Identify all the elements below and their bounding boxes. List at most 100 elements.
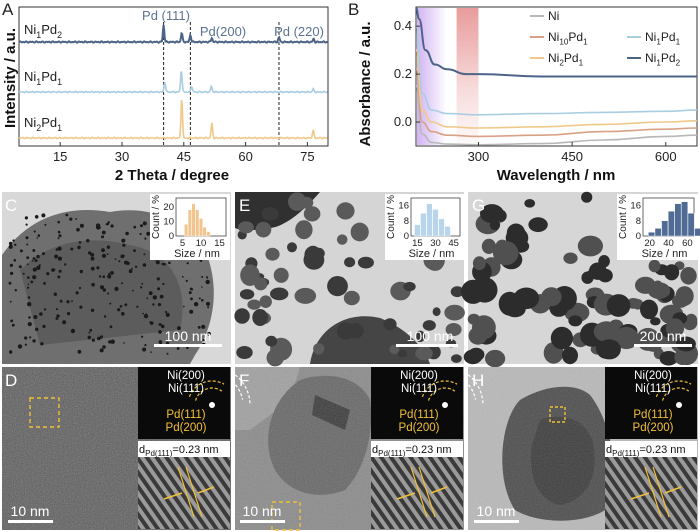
tem-dot — [163, 262, 166, 266]
tem-dot — [90, 266, 95, 271]
saed-inset-background — [371, 367, 463, 439]
uvvis-legend-label: Ni1​Pd2​ — [645, 51, 681, 68]
tem-particle — [259, 295, 272, 309]
tem-dot — [12, 239, 15, 242]
tem-dot — [101, 235, 104, 239]
tem-dot — [142, 263, 147, 267]
tem-particle — [563, 252, 578, 264]
tem-dot — [140, 286, 143, 289]
tem-dot — [165, 341, 170, 345]
xrd-plot-area: Ni1​Pd2​ Ni1​Pd1​ Ni2​Pd1​ Pd (111) Pd(200) P… — [18, 8, 328, 164]
tem-dot — [90, 308, 95, 312]
tem-dot — [133, 249, 136, 253]
xrd-plot-frame — [18, 6, 329, 147]
histogram-bar — [195, 209, 200, 237]
tem-particle — [485, 349, 506, 368]
tem-dot — [90, 252, 95, 257]
tem-dot — [79, 269, 84, 274]
tem-particle — [343, 290, 360, 306]
xrd-x-tick-label: 15 — [53, 149, 67, 164]
tem-dot — [99, 348, 104, 353]
tem-dot — [128, 269, 133, 274]
saed-label-ni111: Ni(111) — [168, 383, 204, 395]
tem-dot — [136, 305, 139, 308]
tem-dot — [17, 344, 23, 349]
uvvis-legend-label: Ni2​Pd1​ — [548, 51, 584, 68]
tem-particle — [252, 309, 268, 326]
tem-dot — [8, 281, 12, 285]
saed-ring — [662, 387, 690, 401]
tem-dot — [122, 254, 125, 257]
tem-dot — [9, 263, 13, 267]
uvvis-shaded-region-red — [456, 8, 479, 145]
tem-dot — [103, 315, 107, 318]
tem-dot — [98, 275, 102, 278]
tem-dot — [121, 312, 125, 316]
xrd-series-Ni1Pd2 — [18, 24, 328, 44]
tem-dot — [27, 296, 31, 299]
tem-particle — [472, 256, 486, 271]
scale-bar-e — [396, 344, 458, 347]
tem-dot — [60, 300, 63, 303]
tem-dot — [87, 335, 92, 340]
tem-dot — [53, 268, 56, 271]
histogram-y-tick-label: 16 — [398, 201, 409, 212]
tem-dot — [102, 345, 106, 349]
tem-dot — [57, 230, 61, 234]
histogram-y-tick-label: 16 — [630, 201, 641, 212]
tem-dot — [150, 351, 152, 353]
tem-particle — [680, 267, 697, 285]
tem-particle — [550, 326, 574, 350]
tem-dot — [75, 291, 79, 295]
tem-dot — [107, 275, 111, 279]
tem-dot — [91, 338, 95, 342]
histogram-y-label: Count / % — [386, 195, 397, 239]
tem-dot — [165, 312, 170, 317]
histogram-bar — [191, 203, 196, 237]
tem-dot — [110, 339, 115, 344]
saed-inset-background — [605, 367, 697, 439]
tem-particle — [445, 323, 462, 336]
scale-bar-label-h: 10 nm — [477, 503, 516, 519]
tem-dot — [142, 312, 144, 315]
tem-dot — [102, 288, 107, 292]
tem-dot — [158, 340, 163, 344]
saed-label-pd200: Pd(200) — [399, 422, 440, 434]
scale-bar-label-g: 200 nm — [640, 328, 687, 344]
tem-dot — [96, 266, 100, 270]
tem-dot — [57, 256, 63, 261]
saed-ring — [428, 387, 456, 401]
lattice-fringe-insets: dPd(111)=0.23 nm dPd(111)=0.23 nm dPd(111)… — [138, 441, 697, 529]
tem-dot — [34, 215, 39, 219]
tem-dot — [152, 303, 155, 306]
panel-letter-c: C — [5, 196, 17, 215]
tem-dot — [12, 325, 14, 327]
histogram-y-label: Count / % — [618, 195, 629, 239]
uvvis-legend-label: Ni — [548, 9, 559, 23]
tem-particle — [270, 287, 289, 301]
tem-dot — [27, 283, 30, 286]
fringe-marker-line — [418, 466, 436, 518]
tem-dot — [188, 291, 192, 295]
tem-dot — [206, 276, 209, 279]
tem-particle — [422, 320, 436, 331]
tem-particle — [287, 242, 297, 253]
histogram-x-label: Size / nm — [409, 248, 455, 260]
scale-bar-label-f: 10 nm — [243, 503, 282, 519]
saed-label-ni200: Ni(200) — [400, 370, 438, 382]
tem-dot — [158, 323, 162, 326]
tem-dot — [31, 260, 34, 262]
tem-dot — [56, 314, 60, 318]
tem-dot — [205, 279, 210, 285]
uvvis-y-tick-label: 0.2 — [394, 66, 412, 81]
xrd-series-Ni1Pd1 — [18, 71, 328, 94]
tem-dot — [131, 267, 133, 270]
panel-letter-b: B — [348, 0, 359, 19]
tem-dot — [109, 302, 112, 305]
tem-particle — [581, 191, 593, 203]
tem-dot — [109, 325, 113, 329]
tem-dot — [102, 275, 106, 279]
histogram-y-tick-label: 0 — [404, 231, 409, 242]
tem-particle — [313, 343, 325, 355]
